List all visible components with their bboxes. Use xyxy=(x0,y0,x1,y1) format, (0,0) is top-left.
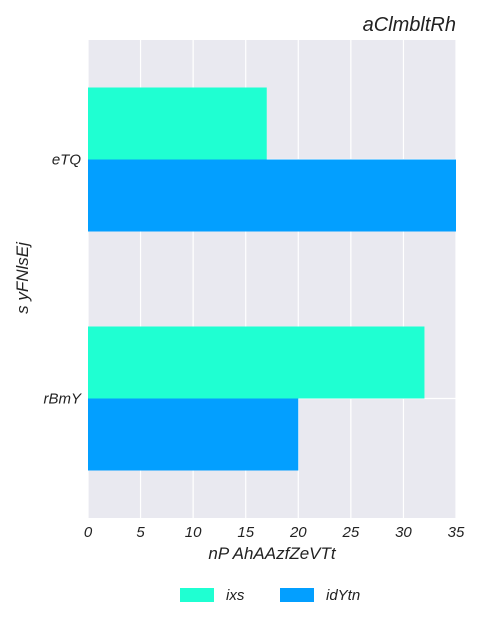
y-tick-label: rBmY xyxy=(44,391,82,408)
legend-swatch xyxy=(180,588,214,602)
x-tick-label: 30 xyxy=(395,524,412,541)
x-tick-label: 35 xyxy=(448,524,465,541)
legend-label: idYtn xyxy=(326,587,360,604)
bar xyxy=(88,159,456,232)
legend-swatch xyxy=(280,588,314,602)
bar xyxy=(88,87,267,160)
y-axis-label: s yFNlsEj xyxy=(13,241,32,314)
bar xyxy=(88,398,299,471)
bar xyxy=(88,326,425,399)
x-tick-label: 5 xyxy=(136,524,145,541)
legend-label: ixs xyxy=(226,587,245,604)
x-tick-labels: 0 5 10 15 20 25 30 35 xyxy=(84,524,465,541)
legend: ixs idYtn xyxy=(180,587,360,604)
bars xyxy=(88,87,456,471)
x-tick-label: 10 xyxy=(185,524,202,541)
x-axis-label: nP AhAAzfZeVTt xyxy=(208,544,337,563)
chart-title: aClmbltRh xyxy=(363,14,456,36)
x-tick-label: 0 xyxy=(84,524,93,541)
x-tick-label: 15 xyxy=(237,524,254,541)
x-tick-label: 20 xyxy=(289,524,307,541)
x-tick-label: 25 xyxy=(342,524,360,541)
y-tick-labels: eTQ rBmY xyxy=(44,152,82,408)
y-tick-label: eTQ xyxy=(52,152,82,169)
